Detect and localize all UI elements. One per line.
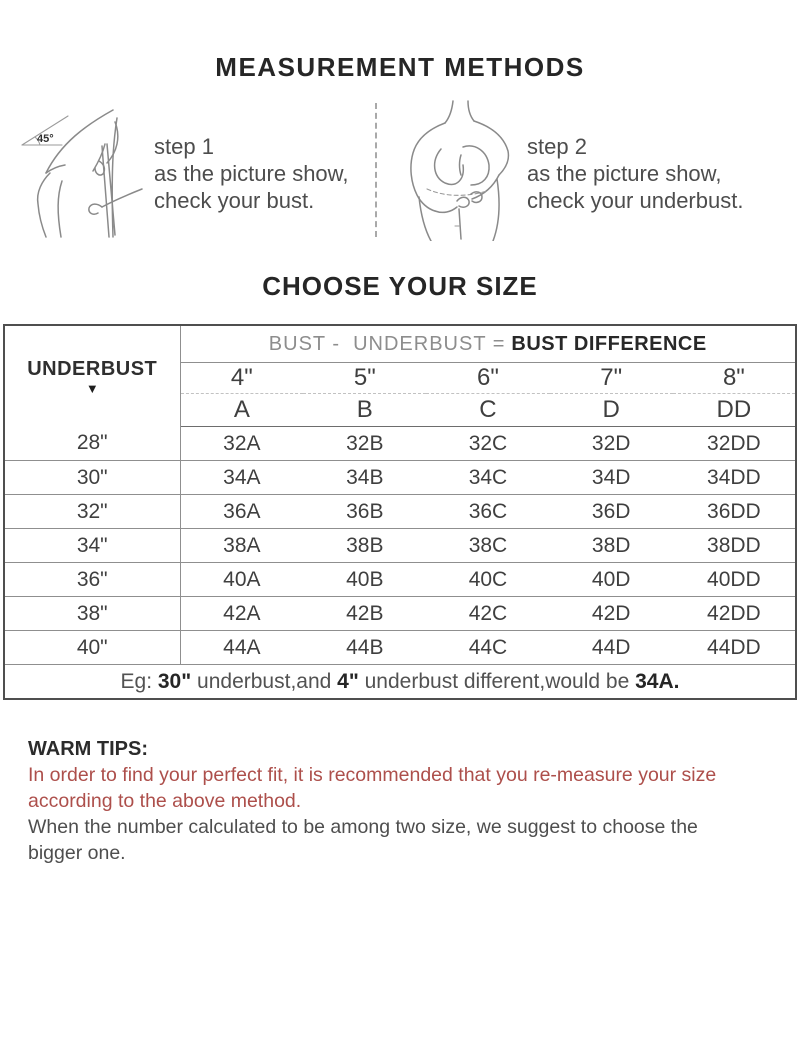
- size-cell: 38A: [180, 528, 304, 563]
- example-row: Eg: 30" underbust,and 4" underbust diffe…: [4, 665, 796, 700]
- step-1-label: step 1: [154, 134, 214, 159]
- down-arrow-icon: ▼: [85, 380, 99, 396]
- step-1-block: 45° step 1 as the picture show, check yo…: [0, 99, 375, 247]
- size-cell: 44C: [426, 630, 550, 665]
- example-bold-result: 34A.: [635, 669, 680, 693]
- size-cell: 40DD: [672, 562, 796, 597]
- formula-right: BUST DIFFERENCE: [511, 332, 707, 355]
- warm-tips-section: WARM TIPS: In order to find your perfect…: [28, 736, 746, 866]
- inches-header: 7": [549, 362, 673, 394]
- page-title: MEASUREMENT METHODS: [215, 52, 585, 82]
- size-cell: 44D: [549, 630, 673, 665]
- inches-header: 5": [303, 362, 427, 394]
- step-1-line2: check your bust.: [154, 188, 315, 213]
- warm-tips-highlight: In order to find your perfect fit, it is…: [28, 764, 717, 812]
- size-chart-table: UNDERBUST ▼ BUST - UNDERBUST = BUST DIFFE…: [3, 324, 797, 700]
- underbust-value: 32": [4, 494, 181, 529]
- size-cell: 44B: [303, 630, 427, 665]
- size-cell: 44A: [180, 630, 304, 665]
- inches-header-row: 4" 5" 6" 7" 8": [4, 362, 796, 394]
- underbust-value: 34": [4, 528, 181, 563]
- table-row: 32" 36A 36B 36C 36D 36DD: [4, 494, 796, 529]
- underbust-corner-cell: UNDERBUST ▼: [4, 325, 181, 427]
- size-cell: 34D: [549, 460, 673, 495]
- size-cell: 38C: [426, 528, 550, 563]
- size-cell: 40C: [426, 562, 550, 597]
- table-row: 34" 38A 38B 38C 38D 38DD: [4, 528, 796, 563]
- size-cell: 34A: [180, 460, 304, 495]
- size-cell: 42B: [303, 596, 427, 631]
- underbust-header-label: UNDERBUST: [27, 357, 158, 380]
- size-cell: 36B: [303, 494, 427, 529]
- angle-label: 45°: [37, 133, 54, 145]
- size-cell: 32C: [426, 426, 550, 461]
- warm-tips-heading: WARM TIPS:: [28, 738, 148, 760]
- cup-header: C: [426, 393, 550, 427]
- size-cell: 34B: [303, 460, 427, 495]
- example-mid2: underbust different,would be: [358, 669, 636, 693]
- step-2-block: step 2 as the picture show, check your u…: [377, 99, 800, 247]
- size-cell: 32DD: [672, 426, 796, 461]
- underbust-value: 28": [4, 426, 181, 461]
- example-text: Eg: 30" underbust,and 4" underbust diffe…: [4, 665, 796, 700]
- size-cell: 38DD: [672, 528, 796, 563]
- bust-measure-illustration: 45°: [21, 109, 143, 238]
- cup-header: DD: [672, 393, 796, 427]
- warm-tips-note: When the number calculated to be among t…: [28, 816, 698, 864]
- size-cell: 40A: [180, 562, 304, 597]
- size-guide-page: MEASUREMENT METHODS 45°: [0, 52, 800, 1052]
- table-row: 36" 40A 40B 40C 40D 40DD: [4, 562, 796, 597]
- size-cell: 36DD: [672, 494, 796, 529]
- table-row: 40" 44A 44B 44C 44D 44DD: [4, 630, 796, 665]
- underbust-value: 38": [4, 596, 181, 631]
- size-cell: 32A: [180, 426, 304, 461]
- step-1-text: step 1 as the picture show, check your b…: [154, 99, 348, 247]
- size-cell: 36C: [426, 494, 550, 529]
- inches-header: 6": [426, 362, 550, 394]
- size-cell: 38D: [549, 528, 673, 563]
- size-cell: 42C: [426, 596, 550, 631]
- size-cell: 36D: [549, 494, 673, 529]
- size-cell: 32D: [549, 426, 673, 461]
- example-prefix: Eg:: [120, 669, 158, 693]
- example-mid1: underbust,and: [191, 669, 338, 693]
- example-bold-underbust: 30": [157, 669, 192, 693]
- formula-left: BUST - UNDERBUST =: [268, 332, 506, 355]
- inches-header: 4": [180, 362, 304, 394]
- cup-header: A: [180, 393, 304, 427]
- size-cell: 44DD: [672, 630, 796, 665]
- step-divider: [375, 103, 377, 237]
- table-row: 28" 32A 32B 32C 32D 32DD: [4, 426, 796, 461]
- step-2-label: step 2: [527, 134, 587, 159]
- size-cell: 38B: [303, 528, 427, 563]
- underbust-value: 36": [4, 562, 181, 597]
- measurement-steps: 45° step 1 as the picture show, check yo…: [0, 99, 800, 247]
- choose-size-title: CHOOSE YOUR SIZE: [262, 271, 538, 301]
- cup-header: B: [303, 393, 427, 427]
- size-cell: 36A: [180, 494, 304, 529]
- size-cell: 34DD: [672, 460, 796, 495]
- size-cell: 34C: [426, 460, 550, 495]
- step-2-line1: as the picture show,: [527, 161, 722, 186]
- example-bold-difference: 4": [337, 669, 359, 693]
- size-cell: 40B: [303, 562, 427, 597]
- formula-row: UNDERBUST ▼ BUST - UNDERBUST = BUST DIFFE…: [4, 325, 796, 427]
- underbust-value: 40": [4, 630, 181, 665]
- size-cell: 32B: [303, 426, 427, 461]
- size-cell: 42DD: [672, 596, 796, 631]
- step-2-text: step 2 as the picture show, check your u…: [527, 99, 743, 247]
- size-cell: 42A: [180, 596, 304, 631]
- cups-header-row: A B C D DD: [4, 393, 796, 427]
- table-row: 38" 42A 42B 42C 42D 42DD: [4, 596, 796, 631]
- size-cell: 40D: [549, 562, 673, 597]
- underbust-measure-illustration: [410, 100, 510, 241]
- cup-header: D: [549, 393, 673, 427]
- step-1-line1: as the picture show,: [154, 161, 349, 186]
- underbust-value: 30": [4, 460, 181, 495]
- inches-header: 8": [672, 362, 796, 394]
- bust-difference-formula: BUST - UNDERBUST = BUST DIFFERENCE: [180, 325, 796, 363]
- step-2-line2: check your underbust.: [527, 188, 744, 213]
- table-row: 30" 34A 34B 34C 34D 34DD: [4, 460, 796, 495]
- size-cell: 42D: [549, 596, 673, 631]
